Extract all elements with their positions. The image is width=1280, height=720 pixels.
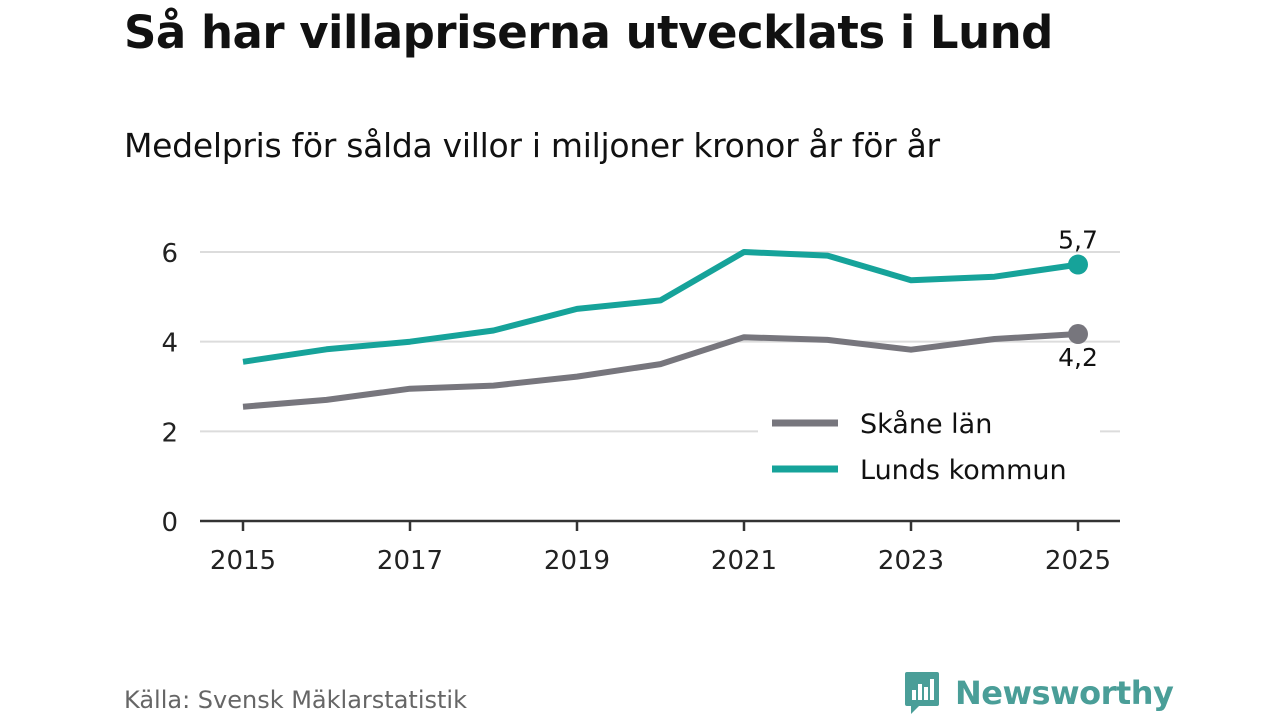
series-end-label-1: 5,7 <box>1058 226 1098 255</box>
brand-logo: Newsworthy <box>903 670 1174 716</box>
x-tick-label-2017: 2017 <box>377 546 443 576</box>
newsworthy-logo-icon <box>905 672 939 714</box>
chart-subtitle: Medelpris för sålda villor i miljoner kr… <box>124 126 940 165</box>
series-line-1 <box>242 249 1079 365</box>
y-tick-label-4: 4 <box>161 329 178 359</box>
x-tick-label-2023: 2023 <box>878 546 944 576</box>
series-end-label-0: 4,2 <box>1058 343 1098 372</box>
y-tick-label-6: 6 <box>161 239 178 269</box>
y-tick-label-0: 0 <box>161 508 178 538</box>
chart-title: Så har villapriserna utvecklats i Lund <box>124 6 1053 59</box>
x-tick-label-2025: 2025 <box>1045 546 1111 576</box>
legend-background <box>758 402 1100 494</box>
x-tick-label-2019: 2019 <box>544 546 610 576</box>
x-tick-label-2015: 2015 <box>210 546 276 576</box>
legend-label-1: Lunds kommun <box>860 455 1067 486</box>
series-line-0 <box>242 331 1079 410</box>
series-endpoint-1 <box>1068 254 1088 275</box>
brand-name: Newsworthy <box>955 674 1174 712</box>
legend-label-0: Skåne län <box>860 409 992 440</box>
source-note: Källa: Svensk Mäklarstatistik <box>124 686 467 714</box>
series-endpoint-0 <box>1068 324 1088 345</box>
y-tick-label-2: 2 <box>161 418 178 448</box>
x-tick-label-2021: 2021 <box>711 546 777 576</box>
